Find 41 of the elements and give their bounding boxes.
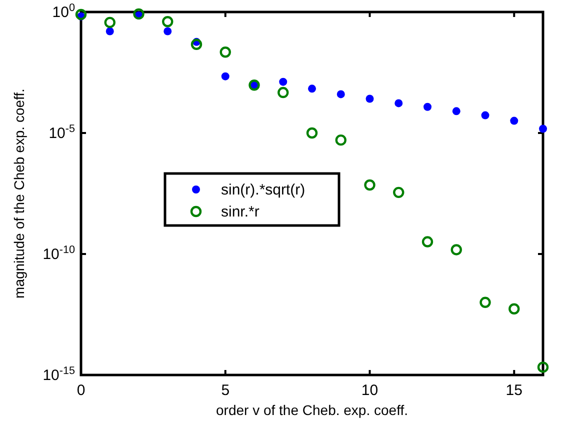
y-tick-label: 10$^{0}$ bbox=[52, 2, 75, 21]
point bbox=[75, 8, 87, 20]
point bbox=[452, 107, 460, 116]
x-tick-label: 10 bbox=[361, 382, 378, 399]
point bbox=[393, 186, 404, 198]
legend-label: sin(r).*sqrt(r) bbox=[221, 182, 306, 198]
legend-label: sinr.*r bbox=[221, 204, 260, 220]
point bbox=[480, 296, 491, 308]
point bbox=[279, 78, 288, 86]
point bbox=[508, 303, 520, 314]
point bbox=[336, 90, 345, 98]
point bbox=[539, 124, 547, 133]
point bbox=[190, 38, 202, 50]
point bbox=[221, 72, 230, 80]
point bbox=[481, 111, 490, 120]
x-tick-label: 15 bbox=[506, 382, 522, 399]
point bbox=[364, 179, 376, 191]
point bbox=[164, 27, 172, 36]
point bbox=[335, 134, 346, 146]
point bbox=[537, 362, 549, 373]
point bbox=[394, 99, 403, 108]
x-axis-title: order v of the Cheb. exp. coeff. bbox=[216, 402, 408, 418]
point bbox=[422, 236, 434, 248]
point bbox=[133, 8, 144, 20]
point bbox=[510, 116, 518, 125]
x-tick-label: 0 bbox=[76, 382, 86, 399]
point bbox=[278, 86, 289, 98]
point bbox=[424, 102, 432, 111]
point bbox=[366, 94, 374, 103]
point bbox=[104, 16, 116, 28]
y-tick-label: 10$^{-5}$ bbox=[48, 123, 75, 142]
point bbox=[306, 127, 318, 139]
point bbox=[450, 244, 462, 256]
point bbox=[162, 16, 174, 28]
point bbox=[308, 84, 316, 93]
point bbox=[220, 46, 231, 58]
y-tick-label: 10$^{-10}$ bbox=[42, 244, 75, 263]
y-axis-title: magnitude of the Cheb exp. coeff. bbox=[11, 88, 27, 298]
y-tick-label: 10$^{-15}$ bbox=[42, 365, 75, 384]
point bbox=[106, 27, 114, 36]
x-tick-label: 5 bbox=[221, 382, 230, 399]
